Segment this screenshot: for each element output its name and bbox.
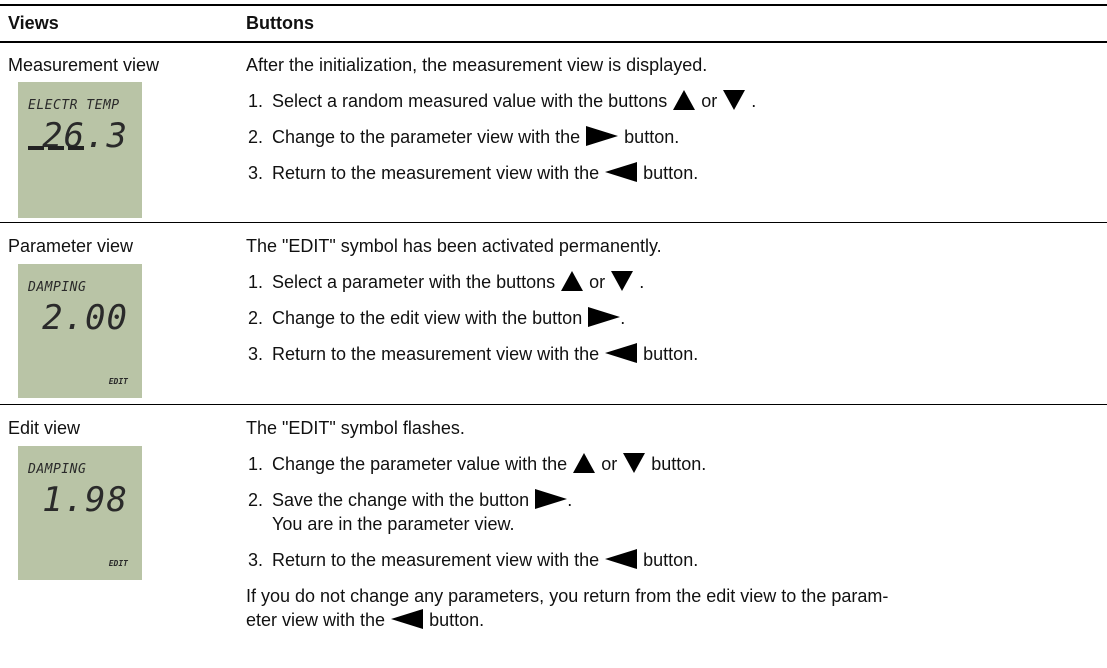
step-text: Select a parameter with the buttons	[272, 272, 556, 292]
lcd-display: DAMPING 2.00 EDIT	[18, 264, 142, 398]
step-number: 3.	[248, 550, 264, 570]
down-icon	[611, 271, 634, 291]
step: Return to the measurement view with the b…	[272, 162, 698, 184]
step-text: or	[589, 272, 606, 292]
step-number: 2.	[248, 127, 264, 147]
step: Select a parameter with the buttons or.	[272, 271, 644, 293]
up-icon	[673, 90, 696, 110]
right-icon	[535, 489, 568, 509]
step-text: button.	[643, 163, 699, 183]
left-icon	[391, 609, 424, 629]
step-number: 2.	[248, 490, 264, 510]
row-rule	[0, 404, 1107, 405]
lcd-display: ELECTR TEMP 26.3	[18, 82, 142, 218]
step-text: button.	[651, 454, 707, 474]
lcd-line: DAMPING	[28, 280, 87, 295]
step-number: 3.	[248, 163, 264, 183]
intro: The "EDIT" symbol has been activated per…	[246, 236, 662, 256]
outro: eter view with the button.	[246, 609, 484, 631]
lcd-dash	[48, 146, 64, 150]
view-label: Edit view	[8, 418, 81, 438]
step-text: button.	[624, 127, 680, 147]
step-number: 1.	[248, 91, 264, 111]
step: Return to the measurement view with the b…	[272, 343, 698, 365]
lcd-symbol: EDIT	[108, 559, 128, 568]
left-icon	[605, 343, 638, 363]
step: Save the change with the button.	[272, 489, 572, 511]
header-rule	[0, 41, 1107, 43]
lcd-dash	[68, 146, 84, 150]
lcd-symbol: EDIT	[108, 377, 128, 386]
step-number: 1.	[248, 454, 264, 474]
step-number: 1.	[248, 272, 264, 292]
step-text: Select a random measured value with the …	[272, 91, 668, 111]
view-label: Parameter view	[8, 236, 134, 256]
right-icon	[588, 307, 621, 327]
lcd-dash	[28, 146, 44, 150]
step-text: .	[567, 490, 573, 510]
step-text: Change the parameter value with the	[272, 454, 568, 474]
step-text: .	[620, 308, 626, 328]
step-text: or	[701, 91, 718, 111]
intro: The "EDIT" symbol flashes.	[246, 418, 465, 438]
lcd-value: 2.00	[42, 298, 128, 338]
step-note: You are in the parameter view.	[272, 514, 515, 534]
step-text: .	[639, 272, 645, 292]
down-icon	[623, 453, 646, 473]
step-text: Return to the measurement view with the	[272, 163, 600, 183]
lcd-value: 26.3	[42, 116, 128, 156]
view-label: Measurement view	[8, 55, 160, 75]
outro: If you do not change any parameters, you…	[246, 586, 889, 606]
down-icon	[723, 90, 746, 110]
step: Select a random measured value with the …	[272, 90, 756, 112]
step-text: Return to the measurement view with the	[272, 550, 600, 570]
outro-text: button.	[429, 610, 485, 630]
row-rule	[0, 222, 1107, 223]
step-text: button.	[643, 344, 699, 364]
right-icon	[586, 126, 619, 146]
step-number: 2.	[248, 308, 264, 328]
step: Change to the edit view with the button.	[272, 307, 625, 329]
step-text: Change to the edit view with the button	[272, 308, 583, 328]
up-icon	[573, 453, 596, 473]
step-text: or	[601, 454, 618, 474]
step-text: Change to the parameter view with the	[272, 127, 581, 147]
step-text: Save the change with the button	[272, 490, 530, 510]
step: Return to the measurement view with the b…	[272, 549, 698, 571]
lcd-line: ELECTR TEMP	[28, 98, 120, 113]
left-icon	[605, 162, 638, 182]
step: Change to the parameter view with the but…	[272, 126, 679, 148]
header-views: Views	[8, 13, 59, 33]
step-text: .	[751, 91, 757, 111]
step-number: 3.	[248, 344, 264, 364]
header-buttons: Buttons	[246, 13, 314, 33]
lcd-display: DAMPING 1.98 EDIT	[18, 446, 142, 580]
up-icon	[561, 271, 584, 291]
outro-text: eter view with the	[246, 610, 386, 630]
left-icon	[605, 549, 638, 569]
intro: After the initialization, the measuremen…	[246, 55, 708, 75]
step: Change the parameter value with the or but…	[272, 453, 706, 475]
top-rule	[0, 4, 1107, 6]
lcd-line: DAMPING	[28, 462, 87, 477]
step-text: Return to the measurement view with the	[272, 344, 600, 364]
lcd-value: 1.98	[42, 480, 128, 520]
step-text: button.	[643, 550, 699, 570]
